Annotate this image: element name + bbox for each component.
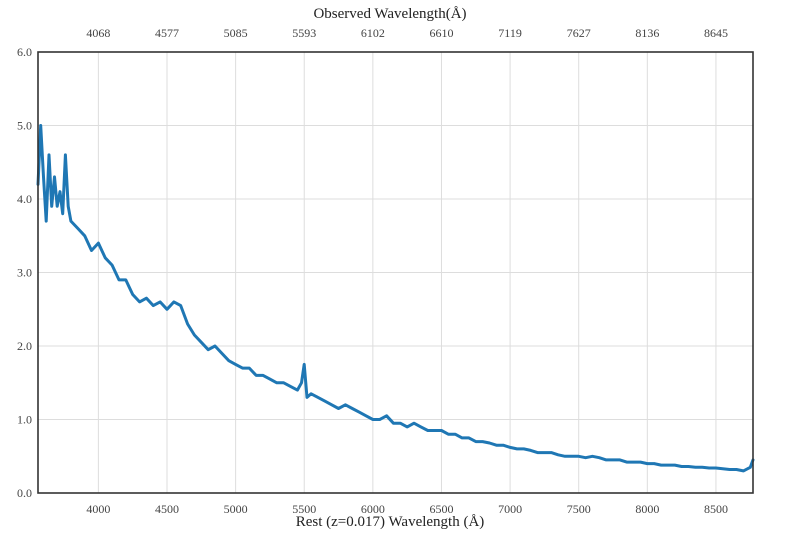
y-tick-label: 6.0 — [17, 45, 32, 59]
top-tick-label: 5085 — [224, 26, 248, 40]
y-tick-label: 5.0 — [17, 119, 32, 133]
x-tick-label: 7500 — [567, 502, 591, 516]
top-tick-label: 8136 — [635, 26, 659, 40]
y-tick-label: 1.0 — [17, 413, 32, 427]
x-tick-label: 7000 — [498, 502, 522, 516]
bottom-axis-title: Rest (z=0.017) Wavelength (Å) — [296, 514, 485, 530]
top-tick-label: 7627 — [567, 26, 591, 40]
plot-frame — [37, 51, 754, 494]
top-tick-label: 4577 — [155, 26, 179, 40]
series-layer — [36, 124, 755, 473]
y-tick-label: 4.0 — [17, 192, 32, 206]
top-tick-label: 4068 — [86, 26, 110, 40]
top-tick-label: 6610 — [429, 26, 453, 40]
top-tick-label: 8645 — [704, 26, 728, 40]
x-tick-label: 4000 — [86, 502, 110, 516]
x-tick-label: 5000 — [224, 502, 248, 516]
x-tick-label: 6500 — [429, 502, 453, 516]
top-axis-title: Observed Wavelength(Å) — [313, 6, 466, 22]
y-tick-label: 0.0 — [17, 486, 32, 500]
top-tick-label: 5593 — [292, 26, 316, 40]
x-tick-label: 5500 — [292, 502, 316, 516]
x-tick-label: 4500 — [155, 502, 179, 516]
tick-labels: 4000 4068 4500 4577 5000 5085 5500 5593 6000 6102… — [17, 26, 728, 516]
top-tick-label: 7119 — [498, 26, 522, 40]
y-tick-label: 2.0 — [17, 339, 32, 353]
y-tick-label: 3.0 — [17, 266, 32, 280]
spectrum-line — [36, 124, 755, 473]
x-tick-label: 8500 — [704, 502, 728, 516]
x-tick-label: 6000 — [361, 502, 385, 516]
x-tick-label: 8000 — [635, 502, 659, 516]
top-tick-label: 6102 — [361, 26, 385, 40]
